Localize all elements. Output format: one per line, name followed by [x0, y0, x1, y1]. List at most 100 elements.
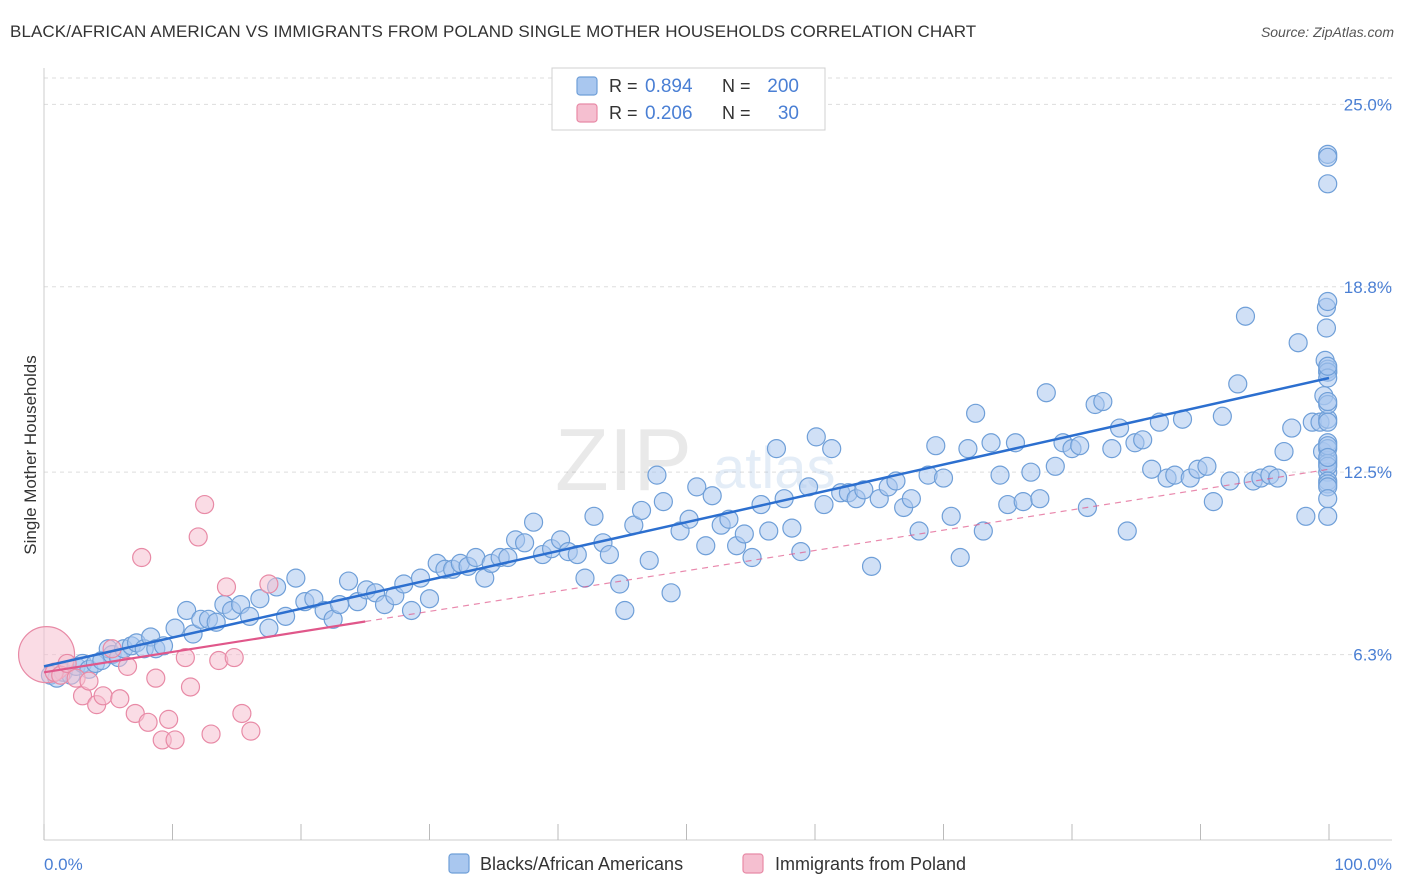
blacks-point — [782, 518, 802, 538]
poland-point — [216, 577, 237, 597]
blacks-point — [734, 524, 754, 544]
blacks-point — [950, 547, 970, 568]
blacks-point — [791, 542, 811, 562]
blacks-point — [1203, 492, 1223, 512]
poland-point — [117, 656, 138, 676]
blacks-point — [1212, 406, 1232, 426]
blacks-point — [687, 477, 707, 497]
blacks-point — [822, 439, 842, 459]
blacks-point — [177, 600, 197, 621]
blacks-point — [814, 494, 834, 515]
chart-title: BLACK/AFRICAN AMERICAN VS IMMIGRANTS FRO… — [10, 22, 977, 41]
poland-point — [188, 527, 208, 547]
blacks-point — [1045, 456, 1065, 476]
y-axis-title: Single Mother Households — [21, 355, 40, 554]
blacks-point — [1318, 174, 1338, 194]
axes — [43, 68, 1392, 841]
blacks-point — [1316, 318, 1337, 338]
gridlines — [44, 77, 1392, 656]
blacks-point — [909, 521, 929, 541]
poland-point — [110, 689, 130, 709]
stats-n-value-pink: 30 — [778, 103, 799, 124]
stats-n-label-blue: N = — [722, 76, 751, 96]
series-legend: Blacks/African Americans Immigrants from… — [448, 853, 966, 874]
trend-layer — [43, 376, 1330, 674]
blacks-point — [806, 427, 826, 447]
blacks-point — [1228, 374, 1248, 394]
blacks-point — [259, 618, 279, 638]
blacks-point — [647, 465, 667, 485]
stats-r-label-pink: R = — [609, 103, 638, 123]
stats-swatch-pink — [576, 103, 598, 123]
poland-point — [232, 703, 252, 724]
blacks-point — [901, 489, 921, 509]
blacks-point — [1030, 489, 1050, 509]
blacks-point — [1318, 506, 1338, 526]
stats-n-label-pink: N = — [722, 103, 751, 123]
blacks-point — [1036, 383, 1056, 403]
y-tick-label: 18.8% — [1344, 278, 1392, 297]
stats-r-value-blue: 0.894 — [645, 76, 693, 97]
blacks-point — [1318, 391, 1338, 412]
stats-r-value-pink: 0.206 — [645, 103, 693, 124]
y-tick-label: 6.3% — [1353, 646, 1392, 665]
y-tick-label: 12.5% — [1344, 463, 1392, 482]
blacks-point — [973, 521, 993, 541]
stats-n-value-blue: 200 — [767, 76, 799, 97]
blacks-point — [958, 439, 978, 459]
blacks-point — [661, 583, 681, 603]
legend-swatch-poland — [742, 853, 764, 874]
blacks-point — [966, 403, 986, 423]
poland-point — [138, 712, 158, 732]
blacks-point — [1318, 412, 1338, 432]
blacks-point — [1296, 506, 1316, 526]
poland-point — [175, 647, 195, 668]
stats-legend: R = 0.894 N = 200 R = 0.206 N = 30 — [551, 67, 826, 131]
blacks-point — [639, 550, 659, 571]
blacks-point — [1288, 333, 1308, 353]
y-tick-label: 25.0% — [1344, 95, 1392, 114]
blacks-point — [990, 465, 1010, 485]
blacks-point — [1197, 456, 1217, 476]
stats-r-label-blue: R = — [609, 76, 638, 96]
blacks-point — [861, 556, 882, 576]
blacks-point — [759, 521, 779, 541]
blacks-trend-line — [43, 376, 1330, 668]
x-tick-label-min: 0.0% — [44, 855, 83, 874]
blacks-point — [250, 589, 270, 609]
blacks-point — [1235, 306, 1256, 326]
blacks-point — [1021, 462, 1041, 482]
blacks-point — [1220, 471, 1240, 491]
poland-trend-extension — [365, 468, 1330, 623]
legend-label-poland: Immigrants from Poland — [775, 854, 966, 874]
blacks-point — [1318, 291, 1338, 312]
blacks-point — [1318, 447, 1338, 468]
points-layer — [17, 144, 1338, 750]
blacks-point — [1117, 521, 1137, 541]
poland-point — [165, 730, 185, 750]
blacks-point — [1109, 418, 1130, 438]
blacks-point — [1133, 430, 1153, 450]
blacks-point — [599, 544, 620, 565]
poland-trend-line — [43, 620, 366, 674]
blacks-point — [1093, 391, 1113, 412]
blacks-point — [854, 480, 874, 500]
source-label: Source: ZipAtlas.com — [1260, 24, 1394, 40]
poland-point — [132, 547, 152, 568]
poland-point — [79, 671, 99, 691]
blacks-point — [610, 574, 630, 594]
blacks-point — [338, 571, 359, 591]
poland-point — [93, 686, 113, 706]
poland-point — [180, 677, 201, 697]
blacks-point — [1282, 418, 1302, 438]
blacks-point — [523, 512, 544, 532]
blacks-point — [702, 486, 722, 506]
x-ticks — [43, 824, 1330, 840]
blacks-point — [1274, 441, 1294, 462]
blacks-point — [419, 589, 440, 609]
blacks-point — [696, 536, 716, 556]
blacks-point — [1318, 147, 1338, 167]
blacks-point — [615, 600, 635, 621]
blacks-point — [1318, 356, 1338, 376]
